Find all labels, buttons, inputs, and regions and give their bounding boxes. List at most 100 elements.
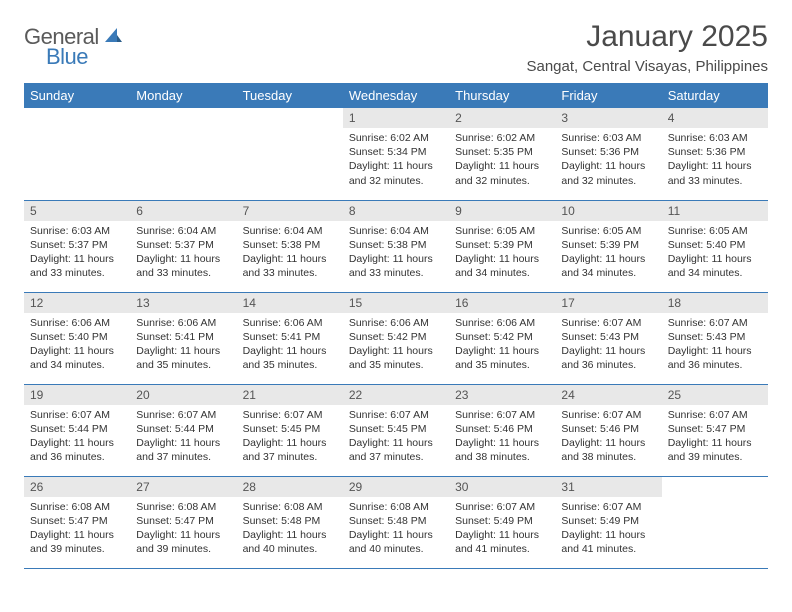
label: Sunset: bbox=[668, 331, 704, 343]
value: 5:48 PM bbox=[387, 515, 426, 527]
label: Daylight: bbox=[561, 437, 602, 449]
month-title: January 2025 bbox=[526, 20, 768, 54]
calendar-body: 1Sunrise: 6:02 AMSunset: 5:34 PMDaylight… bbox=[24, 108, 768, 568]
cell-body: Sunrise: 6:08 AMSunset: 5:48 PMDaylight:… bbox=[237, 497, 343, 561]
calendar-cell bbox=[24, 108, 130, 200]
cell-body: Sunrise: 6:07 AMSunset: 5:46 PMDaylight:… bbox=[555, 405, 661, 469]
logo: General Blue bbox=[24, 20, 123, 68]
day-number: 7 bbox=[237, 201, 343, 221]
calendar-week: 1Sunrise: 6:02 AMSunset: 5:34 PMDaylight… bbox=[24, 108, 768, 200]
cell-body: Sunrise: 6:07 AMSunset: 5:43 PMDaylight:… bbox=[555, 313, 661, 377]
value: 5:43 PM bbox=[600, 331, 639, 343]
cell-body: Sunrise: 6:05 AMSunset: 5:39 PMDaylight:… bbox=[555, 221, 661, 285]
day-number: 1 bbox=[343, 108, 449, 128]
value: 6:07 AM bbox=[709, 409, 748, 421]
label: Sunset: bbox=[349, 331, 385, 343]
calendar-table: SundayMondayTuesdayWednesdayThursdayFrid… bbox=[24, 83, 768, 569]
label: Sunset: bbox=[455, 331, 491, 343]
label: Sunrise: bbox=[668, 132, 707, 144]
label: Sunset: bbox=[668, 239, 704, 251]
value: 6:03 AM bbox=[709, 132, 748, 144]
weekday-row: SundayMondayTuesdayWednesdayThursdayFrid… bbox=[24, 83, 768, 108]
calendar-cell: 5Sunrise: 6:03 AMSunset: 5:37 PMDaylight… bbox=[24, 200, 130, 292]
label: Sunrise: bbox=[349, 225, 388, 237]
label: Daylight: bbox=[668, 253, 709, 265]
calendar-cell: 4Sunrise: 6:03 AMSunset: 5:36 PMDaylight… bbox=[662, 108, 768, 200]
calendar-week: 5Sunrise: 6:03 AMSunset: 5:37 PMDaylight… bbox=[24, 200, 768, 292]
label: Daylight: bbox=[668, 437, 709, 449]
value: 5:40 PM bbox=[69, 331, 108, 343]
day-number: 23 bbox=[449, 385, 555, 405]
value: 6:07 AM bbox=[603, 501, 642, 513]
day-number: 11 bbox=[662, 201, 768, 221]
label: Daylight: bbox=[349, 437, 390, 449]
label: Daylight: bbox=[349, 160, 390, 172]
value: 5:43 PM bbox=[706, 331, 745, 343]
label: Sunset: bbox=[561, 331, 597, 343]
value: 5:38 PM bbox=[281, 239, 320, 251]
value: 6:03 AM bbox=[603, 132, 642, 144]
calendar-cell: 8Sunrise: 6:04 AMSunset: 5:38 PMDaylight… bbox=[343, 200, 449, 292]
label: Daylight: bbox=[561, 253, 602, 265]
label: Daylight: bbox=[455, 345, 496, 357]
cell-body: Sunrise: 6:03 AMSunset: 5:36 PMDaylight:… bbox=[662, 128, 768, 192]
label: Sunrise: bbox=[243, 225, 282, 237]
value: 5:36 PM bbox=[706, 146, 745, 158]
value: 6:08 AM bbox=[178, 501, 217, 513]
value: 5:37 PM bbox=[175, 239, 214, 251]
label: Sunrise: bbox=[30, 409, 69, 421]
weekday-header: Wednesday bbox=[343, 83, 449, 108]
weekday-header: Saturday bbox=[662, 83, 768, 108]
day-number: 21 bbox=[237, 385, 343, 405]
label: Sunset: bbox=[243, 239, 279, 251]
calendar-cell: 12Sunrise: 6:06 AMSunset: 5:40 PMDayligh… bbox=[24, 292, 130, 384]
value: 6:03 AM bbox=[71, 225, 110, 237]
label: Sunrise: bbox=[668, 317, 707, 329]
calendar-cell: 27Sunrise: 6:08 AMSunset: 5:47 PMDayligh… bbox=[130, 476, 236, 568]
value: 6:07 AM bbox=[284, 409, 323, 421]
cell-body: Sunrise: 6:06 AMSunset: 5:41 PMDaylight:… bbox=[237, 313, 343, 377]
day-number bbox=[130, 108, 236, 128]
value: 5:45 PM bbox=[281, 423, 320, 435]
label: Daylight: bbox=[243, 529, 284, 541]
value: 6:02 AM bbox=[497, 132, 536, 144]
label: Daylight: bbox=[30, 529, 71, 541]
day-number: 14 bbox=[237, 293, 343, 313]
label: Sunset: bbox=[136, 515, 172, 527]
value: 5:39 PM bbox=[600, 239, 639, 251]
label: Sunrise: bbox=[455, 317, 494, 329]
calendar-cell: 14Sunrise: 6:06 AMSunset: 5:41 PMDayligh… bbox=[237, 292, 343, 384]
day-number: 16 bbox=[449, 293, 555, 313]
label: Sunrise: bbox=[668, 225, 707, 237]
calendar-cell: 19Sunrise: 6:07 AMSunset: 5:44 PMDayligh… bbox=[24, 384, 130, 476]
value: 6:06 AM bbox=[284, 317, 323, 329]
value: 5:48 PM bbox=[281, 515, 320, 527]
day-number: 10 bbox=[555, 201, 661, 221]
value: 5:47 PM bbox=[69, 515, 108, 527]
label: Sunset: bbox=[349, 146, 385, 158]
label: Daylight: bbox=[668, 345, 709, 357]
cell-body: Sunrise: 6:04 AMSunset: 5:38 PMDaylight:… bbox=[237, 221, 343, 285]
calendar-cell: 30Sunrise: 6:07 AMSunset: 5:49 PMDayligh… bbox=[449, 476, 555, 568]
value: 5:46 PM bbox=[600, 423, 639, 435]
label: Sunset: bbox=[455, 146, 491, 158]
label: Sunset: bbox=[136, 239, 172, 251]
value: 6:07 AM bbox=[497, 409, 536, 421]
calendar-cell: 31Sunrise: 6:07 AMSunset: 5:49 PMDayligh… bbox=[555, 476, 661, 568]
label: Sunset: bbox=[349, 239, 385, 251]
label: Sunset: bbox=[561, 239, 597, 251]
day-number: 4 bbox=[662, 108, 768, 128]
day-number: 30 bbox=[449, 477, 555, 497]
label: Sunset: bbox=[561, 515, 597, 527]
day-number: 13 bbox=[130, 293, 236, 313]
value: 6:07 AM bbox=[603, 317, 642, 329]
label: Daylight: bbox=[561, 345, 602, 357]
label: Sunrise: bbox=[136, 225, 175, 237]
value: 6:05 AM bbox=[603, 225, 642, 237]
cell-body: Sunrise: 6:06 AMSunset: 5:42 PMDaylight:… bbox=[449, 313, 555, 377]
label: Daylight: bbox=[561, 160, 602, 172]
weekday-header: Thursday bbox=[449, 83, 555, 108]
label: Daylight: bbox=[668, 160, 709, 172]
value: 6:04 AM bbox=[390, 225, 429, 237]
cell-body: Sunrise: 6:04 AMSunset: 5:37 PMDaylight:… bbox=[130, 221, 236, 285]
